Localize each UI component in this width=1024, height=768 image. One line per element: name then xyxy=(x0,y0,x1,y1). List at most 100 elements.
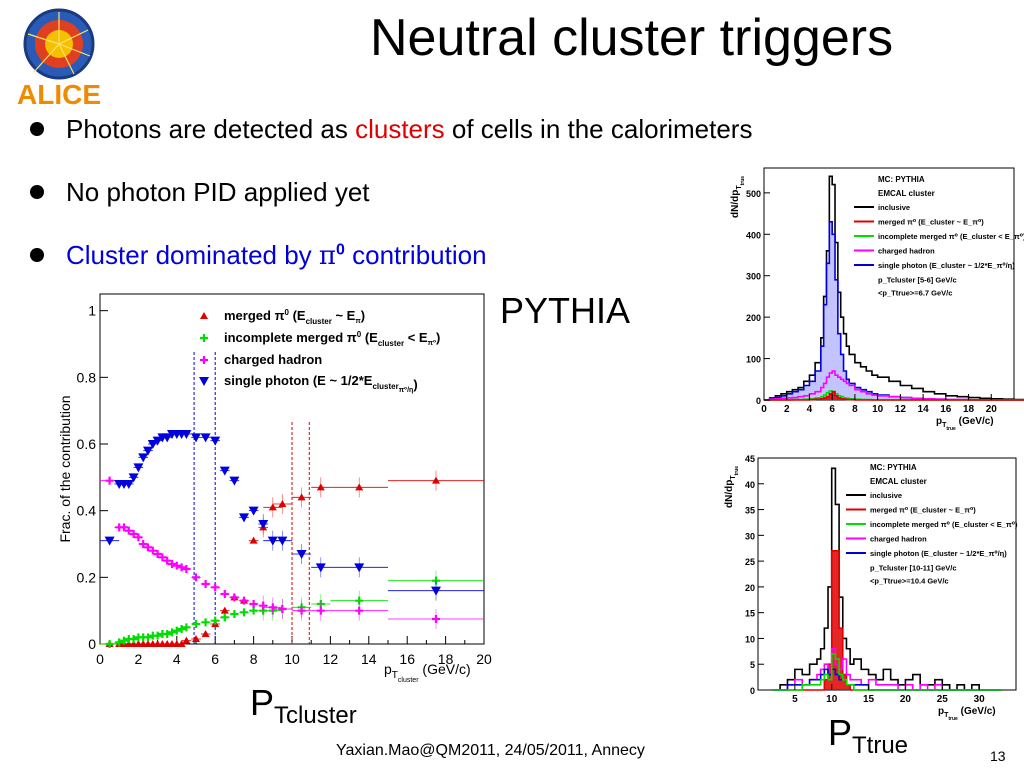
legend-title: EMCAL cluster xyxy=(878,189,935,198)
data-point xyxy=(182,623,191,632)
x-tick-label: 8 xyxy=(250,651,258,667)
data-point xyxy=(316,483,325,491)
legend-entry: charged hadron xyxy=(870,535,927,544)
data-point xyxy=(192,573,200,582)
x-tick-label: 15 xyxy=(863,694,875,705)
bullet-dot xyxy=(30,185,44,200)
ptcluster-label: PTcluster xyxy=(250,682,357,730)
data-point xyxy=(220,613,229,622)
data-point xyxy=(181,430,192,439)
data-point xyxy=(177,563,186,572)
pttrue-sub: Ttrue xyxy=(852,732,909,760)
data-point xyxy=(152,436,163,446)
alice-logo-text: ALICE xyxy=(17,79,101,108)
y-tick-label: 20 xyxy=(745,583,755,593)
x-tick-label: 14 xyxy=(918,404,930,415)
legend-marker xyxy=(200,312,208,319)
y-tick-label: 300 xyxy=(746,272,761,282)
y-tick-label: 35 xyxy=(745,506,755,516)
x-tick-label: 10 xyxy=(826,694,838,705)
ptcluster-sub: Tcluster xyxy=(274,702,357,730)
data-point xyxy=(192,620,200,628)
data-point xyxy=(147,440,158,449)
x-tick-label: 25 xyxy=(937,694,949,705)
data-point xyxy=(177,640,186,647)
x-tick-label: 18 xyxy=(963,404,975,415)
data-point xyxy=(297,493,306,501)
x-tick-label: 6 xyxy=(829,404,835,415)
data-point xyxy=(211,616,220,625)
y-tick-label: 400 xyxy=(746,230,761,240)
legend-title: EMCAL cluster xyxy=(870,477,927,486)
data-point xyxy=(148,546,157,555)
legend-note: <p_Ttrue>=10.4 GeV/c xyxy=(870,577,949,586)
data-point xyxy=(249,606,258,615)
x-tick-label: 16 xyxy=(399,651,415,667)
data-point xyxy=(163,556,172,565)
legend-entry: charged hadron xyxy=(224,352,322,367)
y-tick-label: 45 xyxy=(745,454,755,464)
footer: Yaxian.Mao@QM2011, 24/05/2011, Annecy xyxy=(336,742,645,759)
data-point xyxy=(162,433,173,443)
data-point xyxy=(219,466,230,476)
histogram-inclusive xyxy=(764,175,1024,401)
alice-logo: ALICE xyxy=(4,4,114,110)
data-point xyxy=(104,536,115,546)
legend-entry: single photon (E_cluster ~ 1/2*E_π⁰/η) xyxy=(878,261,1015,270)
legend-entry: incomplete merged π0 (Ecluster < Eπ⁰) xyxy=(224,330,440,348)
y-tick-label: 0.6 xyxy=(77,436,97,452)
data-point xyxy=(240,608,248,617)
legend-note: p_Tcluster [5-6] GeV/c xyxy=(878,276,957,285)
ptcluster-p: P xyxy=(250,682,275,723)
x-tick-label: 0 xyxy=(761,404,767,415)
y-tick-label: 40 xyxy=(745,480,755,490)
data-point xyxy=(268,603,277,612)
series-charged-hadron xyxy=(100,476,484,629)
data-point xyxy=(278,500,287,507)
y-tick-label: 5 xyxy=(750,660,755,670)
data-point xyxy=(201,630,210,637)
legend-note: p_Tcluster [10-11] GeV/c xyxy=(870,564,957,573)
data-point xyxy=(192,635,200,642)
data-point xyxy=(229,476,240,486)
data-point xyxy=(144,633,152,642)
histogram-single-photon xyxy=(772,668,1002,691)
data-point xyxy=(123,480,134,489)
data-point xyxy=(133,463,144,473)
data-point xyxy=(129,530,138,538)
x-tick-label: 2 xyxy=(135,651,143,667)
legend-entry: merged π⁰ (E_cluster ~ E_π⁰) xyxy=(870,506,976,515)
bullet-3-pre: Cluster dominated by xyxy=(66,240,319,270)
bullet-2-text: No photon PID applied yet xyxy=(66,177,370,207)
data-point xyxy=(432,476,440,484)
histogram-charged-hadron xyxy=(764,370,1024,401)
x-axis-label: pTcluster (GeV/c) xyxy=(384,661,471,684)
series-single-photon xyxy=(100,430,484,601)
data-point xyxy=(115,638,124,647)
data-point xyxy=(200,433,211,443)
data-point xyxy=(129,635,138,643)
y-tick-label: 500 xyxy=(746,189,761,199)
bullet-1: Photons are detected as clusters of cell… xyxy=(30,114,752,145)
data-point xyxy=(144,543,152,552)
y-tick-label: 1 xyxy=(88,303,96,319)
data-point xyxy=(249,600,258,608)
bullet-3-sup: 0 xyxy=(336,241,345,259)
data-point xyxy=(432,615,440,623)
data-point xyxy=(239,513,249,523)
data-point xyxy=(240,596,248,605)
legend-marker xyxy=(200,356,208,364)
pttrue-p: P xyxy=(828,712,853,753)
y-tick-label: 0.8 xyxy=(77,369,97,385)
data-point xyxy=(138,453,149,463)
x-tick-label: 10 xyxy=(872,404,884,415)
y-tick-label: 100 xyxy=(746,355,761,365)
legend-note: <p_Ttrue>=6.7 GeV/c xyxy=(878,289,952,298)
data-point xyxy=(210,436,221,446)
bullet-1-pre: Photons are detected as xyxy=(66,114,356,144)
data-point xyxy=(354,563,365,573)
data-point xyxy=(120,636,128,645)
y-axis-label: dN/dpTtrue xyxy=(730,176,746,218)
x-tick-label: 16 xyxy=(940,404,952,415)
series-merged-0 xyxy=(100,470,484,647)
